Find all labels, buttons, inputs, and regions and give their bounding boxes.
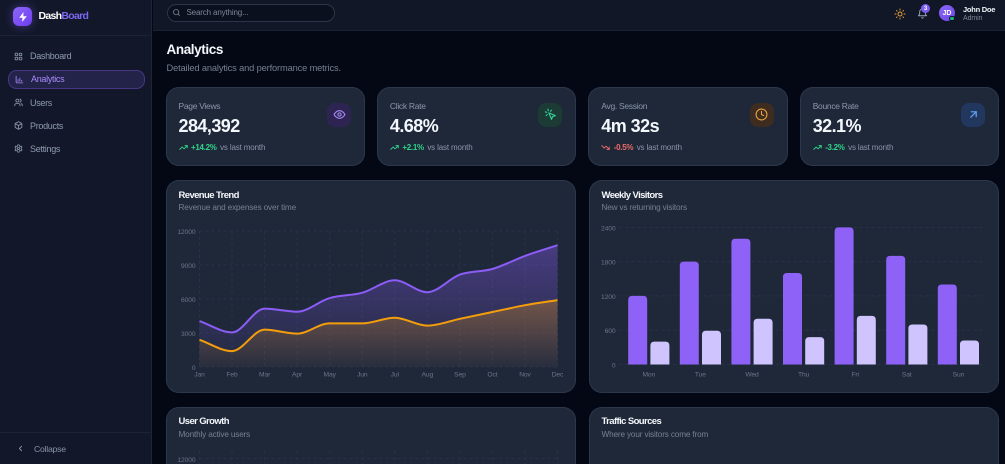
svg-text:0: 0 — [191, 365, 195, 372]
svg-text:Fri: Fri — [851, 372, 859, 379]
svg-text:Oct: Oct — [487, 372, 497, 379]
svg-text:Jun: Jun — [356, 372, 367, 379]
svg-text:Feb: Feb — [226, 372, 238, 379]
svg-text:May: May — [323, 372, 336, 379]
svg-text:Nov: Nov — [519, 372, 531, 379]
svg-text:Mar: Mar — [258, 372, 270, 379]
svg-text:12000: 12000 — [177, 457, 195, 464]
svg-text:Dec: Dec — [551, 372, 563, 379]
svg-text:Apr: Apr — [292, 372, 303, 379]
svg-text:Mon: Mon — [642, 372, 655, 379]
svg-text:3000: 3000 — [181, 331, 196, 338]
svg-text:Jan: Jan — [194, 372, 205, 379]
svg-text:Sat: Sat — [901, 372, 911, 379]
svg-text:Jul: Jul — [390, 372, 399, 379]
svg-text:12000: 12000 — [177, 229, 195, 236]
svg-text:1800: 1800 — [601, 260, 616, 267]
svg-text:Tue: Tue — [694, 372, 705, 379]
svg-text:6000: 6000 — [181, 297, 196, 304]
svg-text:Sun: Sun — [952, 372, 964, 379]
svg-text:Wed: Wed — [745, 372, 759, 379]
svg-text:Aug: Aug — [421, 372, 433, 379]
svg-text:2400: 2400 — [601, 225, 616, 232]
svg-text:9000: 9000 — [181, 263, 196, 270]
svg-text:Sep: Sep — [454, 372, 466, 379]
svg-text:1200: 1200 — [601, 294, 616, 301]
svg-text:Thu: Thu — [797, 372, 809, 379]
svg-text:0: 0 — [611, 363, 615, 370]
svg-text:600: 600 — [604, 328, 615, 335]
